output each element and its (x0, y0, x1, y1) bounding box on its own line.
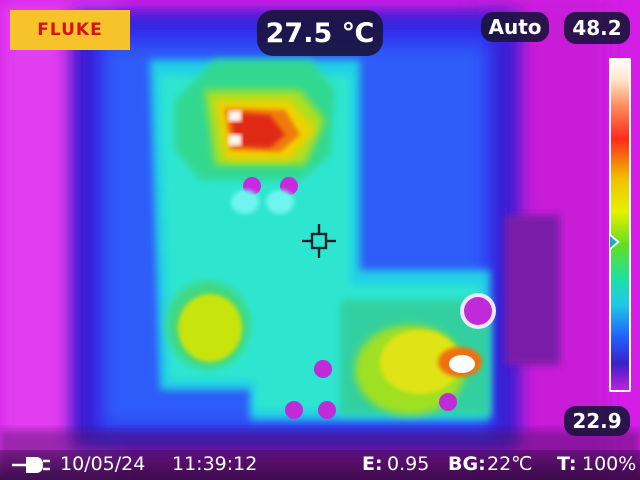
emissivity-value[interactable]: 0.95 (387, 453, 429, 475)
transmission-value[interactable]: 100% (582, 453, 636, 475)
scale-max-label[interactable]: 48.2 (564, 12, 630, 44)
brand-name: FLUKE (37, 20, 102, 40)
range-mode-button[interactable]: Auto (481, 12, 549, 42)
transmission-label: T: (557, 453, 577, 475)
scale-marker-inner (610, 236, 617, 248)
status-bar: 10/05/24 11:39:12 E: 0.95 BG: 22℃ T: 100… (0, 450, 640, 480)
fluke-logo: FLUKE (10, 10, 130, 50)
spot-temperature-readout: 27.5 ℃ (257, 10, 383, 56)
background-temp-value[interactable]: 22℃ (487, 453, 533, 475)
background-temp-label: BG: (448, 453, 486, 475)
time-label: 11:39:12 (172, 453, 257, 475)
color-scale-bar (609, 58, 631, 392)
plug-icon (12, 454, 52, 476)
scale-min-label[interactable]: 22.9 (564, 406, 630, 436)
emissivity-label: E: (362, 453, 383, 475)
crosshair-icon (302, 224, 336, 258)
date-label: 10/05/24 (60, 453, 145, 475)
